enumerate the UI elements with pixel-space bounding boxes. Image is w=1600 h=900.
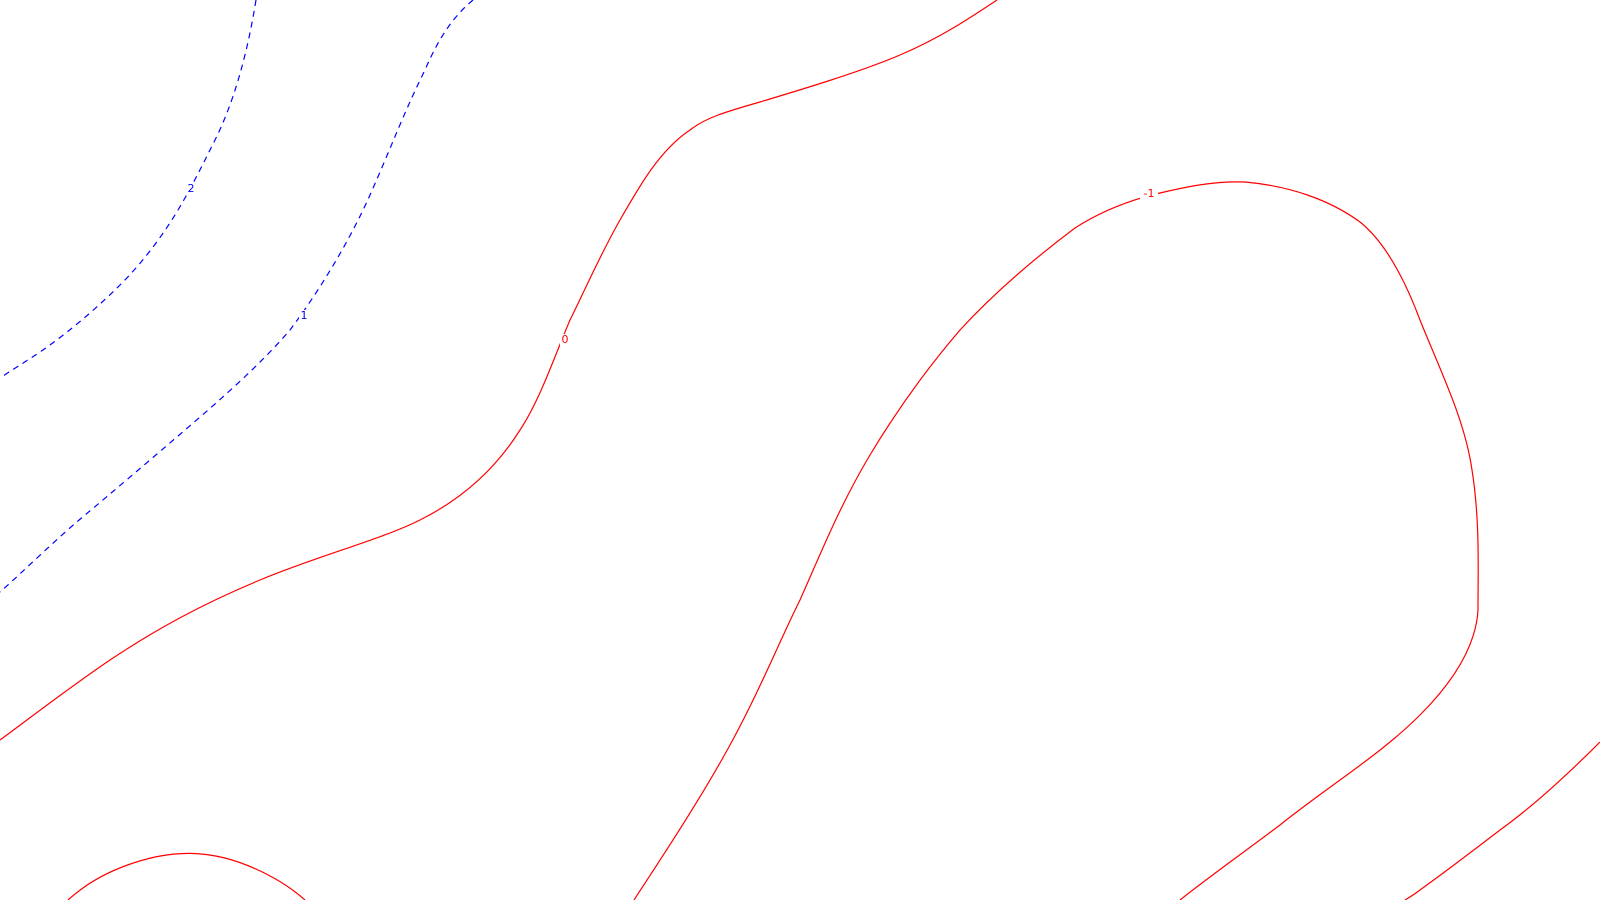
contour-label-0: 0 (562, 333, 569, 346)
contour-line-neg1-lower-right (1404, 741, 1600, 900)
contour-label-neg1: -1 (1144, 187, 1155, 200)
contour-label-1: 1 (301, 309, 308, 322)
contour-label-2: 2 (188, 182, 195, 195)
contour-line-neg1 (633, 181, 1479, 900)
contour-label-0-group: 0 (560, 333, 570, 346)
contour-label-neg1-group: -1 (1140, 187, 1158, 200)
contour-label-1-group: 1 (299, 309, 309, 322)
contour-line-0 (0, 0, 998, 741)
contour-line-neg1-lower-left (67, 852, 306, 900)
contour-line-2 (0, 0, 257, 379)
contour-label-2-group: 2 (186, 182, 196, 195)
contour-line-1 (0, 0, 474, 593)
